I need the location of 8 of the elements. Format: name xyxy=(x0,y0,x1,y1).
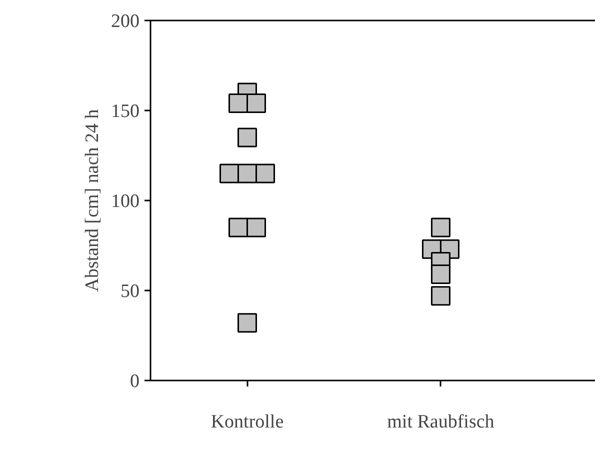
y-tick-label: 150 xyxy=(111,101,140,122)
y-axis-title: Abstand [cm] nach 24 h xyxy=(82,108,103,292)
x-tick-label: mit Raubfisch xyxy=(387,412,495,432)
y-tick-label: 100 xyxy=(111,191,140,212)
y-tick-label: 0 xyxy=(130,371,140,392)
x-tick-label: Kontrolle xyxy=(210,412,284,432)
y-tick-label: 200 xyxy=(111,11,140,32)
y-tick-label: 50 xyxy=(120,281,140,302)
